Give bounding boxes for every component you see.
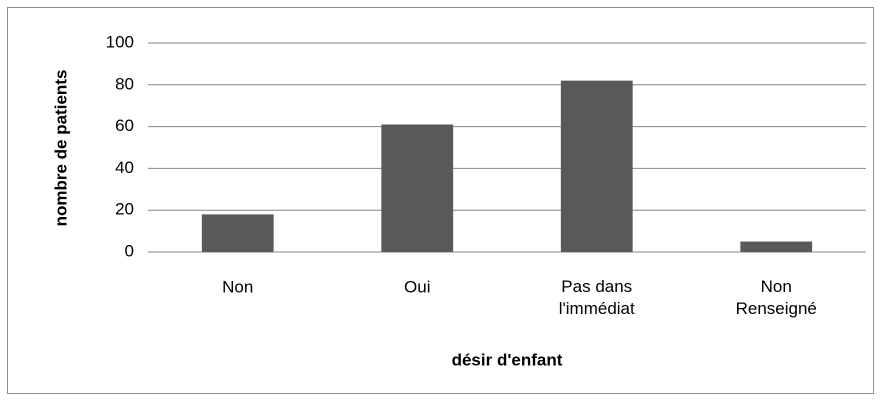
y-tick-label: 40 <box>115 158 134 177</box>
bar <box>560 80 633 253</box>
x-tick-label: Pas dans l'immédiat <box>559 277 635 318</box>
x-tick-label: Oui <box>404 277 430 296</box>
y-tick-label: 20 <box>115 200 134 219</box>
y-tick-label: 0 <box>125 241 134 260</box>
bar <box>201 214 274 252</box>
y-axis-title: nombre de patients <box>51 70 70 227</box>
x-tick-label: Non <box>222 277 253 296</box>
bar <box>381 124 454 252</box>
y-tick-label: 100 <box>106 32 134 51</box>
x-axis-title: désir d'enfant <box>452 350 563 369</box>
y-tick-label: 60 <box>115 116 134 135</box>
y-tick-label: 80 <box>115 74 134 93</box>
x-tick-label: Non Renseigné <box>736 277 817 318</box>
bar <box>740 241 813 252</box>
